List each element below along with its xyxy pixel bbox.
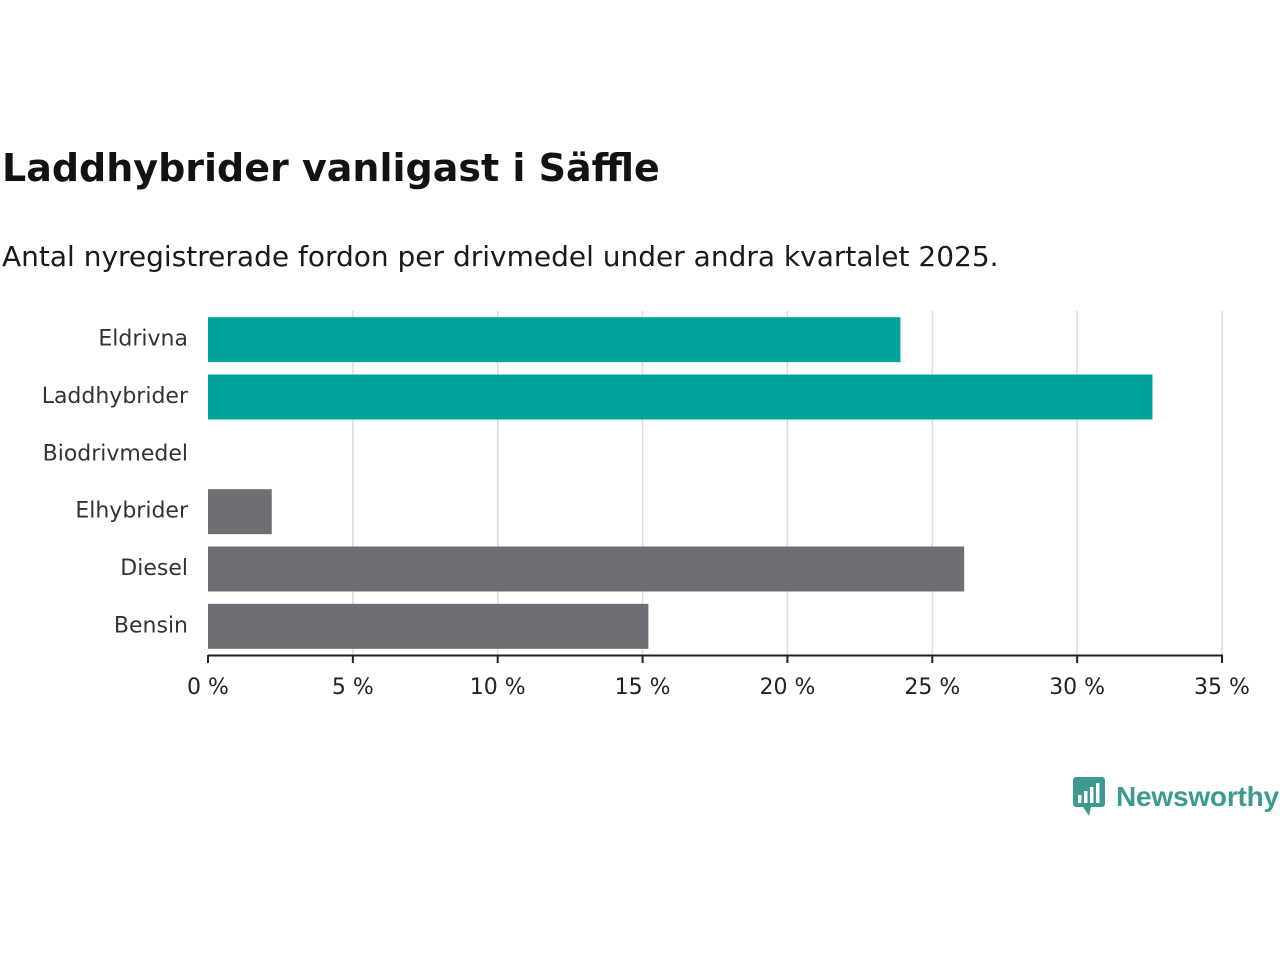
chart-title: Laddhybrider vanligast i Säffle [2, 146, 660, 190]
x-tick-label: 10 % [470, 675, 526, 700]
x-axis: 0 % 5 % 10 % 15 % 20 % 25 % 30 % 35 % [187, 654, 1250, 700]
newsworthy-logo-icon [1073, 777, 1105, 816]
x-tick-label: 35 % [1194, 675, 1250, 700]
bar-bensin [208, 603, 649, 649]
category-label: Diesel [120, 556, 188, 581]
grid-lines [352, 311, 1223, 655]
category-label: Laddhybrider [42, 384, 189, 409]
bar-diesel [208, 546, 965, 592]
category-label: Biodrivmedel [43, 441, 188, 466]
logo-text: Newsworthy [1116, 781, 1279, 812]
x-tick-label: 20 % [759, 675, 815, 700]
category-labels: Eldrivna Laddhybrider Biodrivmedel Elhybrid… [42, 327, 189, 639]
x-tick-label: 5 % [332, 675, 374, 700]
bars [208, 317, 1153, 649]
x-tick-label: 30 % [1049, 675, 1105, 700]
x-tick-label: 0 % [187, 675, 229, 700]
newsworthy-logo: Newsworthy [1072, 776, 1279, 818]
category-label: Elhybrider [75, 499, 189, 524]
bar-laddhybrider [208, 374, 1153, 420]
category-label: Bensin [114, 613, 188, 638]
x-tick-label: 15 % [615, 675, 671, 700]
bar-eldrivna [208, 317, 901, 363]
bar-elhybrider [208, 489, 272, 535]
category-label: Eldrivna [98, 327, 188, 352]
x-tick-label: 25 % [904, 675, 960, 700]
chart-subtitle: Antal nyregistrerade fordon per drivmede… [2, 240, 999, 273]
